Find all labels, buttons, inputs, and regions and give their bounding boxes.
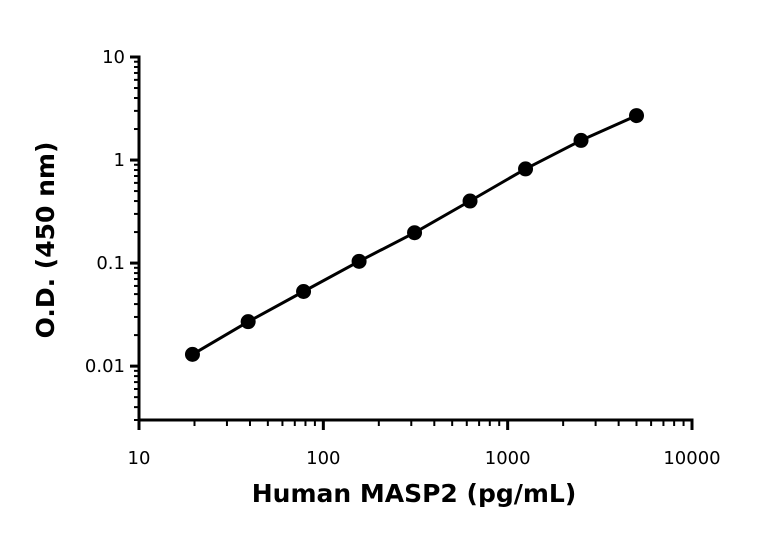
data-point <box>518 161 534 177</box>
y-tick-label: 1 <box>114 150 125 171</box>
y-tick-label: 0.1 <box>96 253 125 274</box>
x-axis-ticks: 10 100 1000 10000 <box>128 420 721 469</box>
x-tick-label: 10 <box>128 448 151 469</box>
y-tick-label: 0.01 <box>85 356 125 377</box>
y-tick-label: 10 <box>102 47 125 68</box>
data-point <box>184 346 200 362</box>
axes <box>137 55 694 422</box>
data-point <box>240 314 256 330</box>
x-axis-title: Human MASP2 (pg/mL) <box>252 479 577 508</box>
y-axis-ticks: 0.01 0.1 1 10 <box>85 47 139 421</box>
x-tick-label: 1000 <box>485 448 531 469</box>
data-point <box>351 253 367 269</box>
data-point <box>462 193 478 209</box>
data-point <box>407 225 423 241</box>
data-point <box>573 132 589 148</box>
x-tick-label: 10000 <box>663 448 720 469</box>
y-axis-title: O.D. (450 nm) <box>31 142 60 339</box>
data-point <box>629 108 645 124</box>
plot-area <box>184 108 645 362</box>
data-point <box>296 283 312 299</box>
x-tick-label: 100 <box>306 448 340 469</box>
